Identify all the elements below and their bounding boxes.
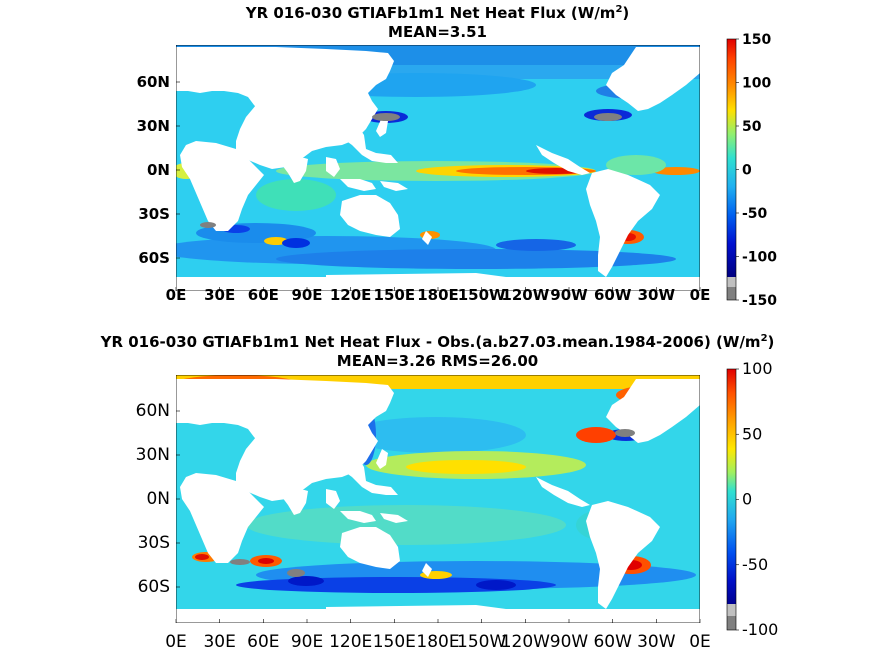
chart1-title: YR 016-030 GTIAFb1m1 Net Heat Flux (W/m2… (0, 1, 875, 22)
chart2-y-tick-label: 30S (138, 533, 170, 553)
map1-heatmap (176, 45, 700, 291)
chart1-x-tick-label: 30E (204, 286, 235, 304)
chart2-title-suffix: ) (767, 333, 775, 351)
chart1-x-tick-label: 90E (291, 286, 322, 304)
chart2-y-tick-label: 60S (138, 577, 170, 597)
map2-missing-south-b (287, 569, 305, 577)
chart2-x-tick-label: 120E (329, 632, 372, 652)
chart1-x-tick-label: 150E (374, 286, 416, 304)
chart2-x-tick-label: 60W (593, 632, 632, 652)
colorbar2 (726, 368, 737, 631)
colorbar1-tick-label: -50 (742, 206, 768, 222)
chart1-y-tick-label: 60S (138, 249, 170, 267)
chart2-title: YR 016-030 GTIAFb1m1 Net Heat Flux - Obs… (0, 330, 875, 351)
colorbar1-tick-label: 50 (742, 119, 762, 135)
chart2-y-tick-label: 60N (136, 401, 170, 421)
colorbar2-tick-label: 50 (742, 424, 762, 443)
colorbar2-tick-label: 100 (742, 359, 773, 378)
chart1-title-sup: 2 (615, 4, 623, 15)
chart2-x-tick-label: 120W (501, 632, 550, 652)
chart1-x-tick-label: 30W (638, 286, 676, 304)
chart1-y-tick-label: 30S (138, 205, 170, 223)
map2-missing-south-a (230, 559, 250, 565)
chart2-x-tick-label: 90W (550, 632, 589, 652)
map1-missing-gulf (594, 113, 622, 121)
colorbar1-tick-label: -100 (742, 250, 777, 266)
chart2-x-tick-label: 0E (689, 632, 711, 652)
chart2-title-text: YR 016-030 GTIAFb1m1 Net Heat Flux - Obs… (100, 333, 761, 351)
chart1-x-tick-label: 120E (330, 286, 372, 304)
chart1-title-text: YR 016-030 GTIAFb1m1 Net Heat Flux (W/m (245, 4, 616, 22)
chart2-x-tick-label: 0E (165, 632, 187, 652)
chart2-subtitle: MEAN=3.26 RMS=26.00 (336, 352, 539, 370)
chart2-x-tick-label: 150E (373, 632, 416, 652)
chart2-y-tick-label: 0N (146, 489, 170, 509)
chart2-x-tick-label: 30W (637, 632, 676, 652)
map1-missing-kuroshio (372, 113, 400, 121)
map2-heatmap (176, 375, 700, 623)
chart2-x-tick-label: 150W (457, 632, 506, 652)
chart1-x-tick-label: 0E (690, 286, 711, 304)
chart1-y-tick-label: 60N (137, 73, 170, 91)
chart1-y-tick-label: 0N (147, 161, 170, 179)
chart2-x-tick-label: 60E (247, 632, 279, 652)
chart1-x-tick-label: 150W (458, 286, 506, 304)
colorbar1-tick-label: -150 (742, 293, 777, 309)
chart1-x-tick-label: 90W (550, 286, 588, 304)
chart2-x-tick-label: 90E (291, 632, 323, 652)
chart1-x-tick-label: 180E (417, 286, 459, 304)
colorbar1 (726, 38, 737, 301)
chart1-x-tick-label: 60E (248, 286, 279, 304)
map1-missing-south (200, 222, 216, 228)
colorbar1-tick-label: 0 (742, 163, 752, 179)
chart2-title-sup: 2 (760, 333, 768, 344)
chart1-x-tick-label: 0E (166, 286, 187, 304)
chart2-x-tick-label: 180E (416, 632, 459, 652)
chart2-x-tick-label: 30E (203, 632, 235, 652)
chart1-title-suffix: ) (622, 4, 630, 22)
chart1-y-tick-label: 30N (137, 117, 170, 135)
chart1-subtitle: MEAN=3.51 (388, 23, 487, 41)
colorbar2-tick-label: -50 (742, 555, 768, 574)
colorbar2-tick-label: -100 (742, 620, 778, 639)
colorbar2-tick-label: 0 (742, 490, 752, 509)
colorbar1-tick-label: 100 (742, 76, 771, 92)
colorbar1-tick-label: 150 (742, 32, 771, 48)
chart2-y-tick-label: 30N (136, 445, 170, 465)
chart1-x-tick-label: 60W (594, 286, 632, 304)
chart1-x-tick-label: 120W (501, 286, 549, 304)
map2-missing-gulf (615, 429, 635, 437)
